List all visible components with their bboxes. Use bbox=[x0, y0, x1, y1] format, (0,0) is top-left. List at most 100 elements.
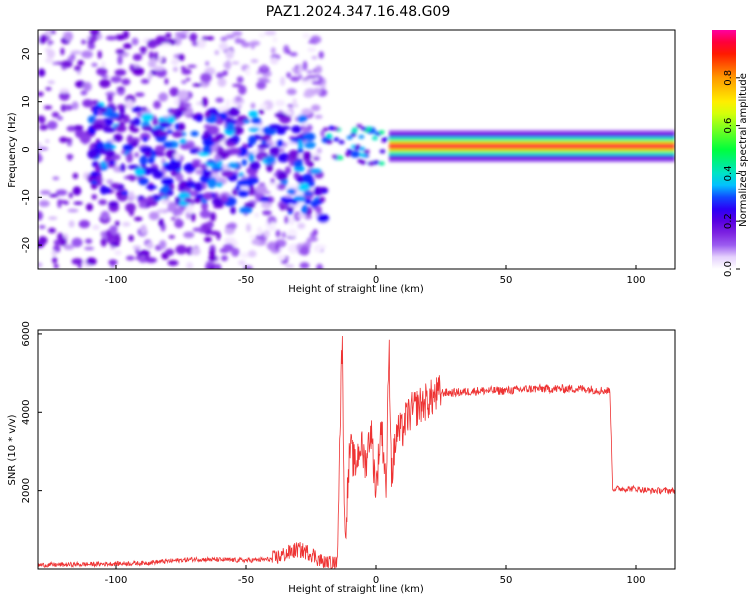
spectrogram-cell bbox=[306, 75, 318, 79]
spectrogram-cell bbox=[163, 162, 177, 172]
spectrogram-cell bbox=[52, 61, 57, 65]
spectrogram-cell bbox=[306, 70, 314, 74]
spectrogram-cell bbox=[354, 144, 361, 149]
spectrogram-cell bbox=[168, 235, 175, 239]
spectrogram-cell bbox=[63, 104, 74, 111]
spectrogram-cell bbox=[371, 136, 378, 141]
spectrogram-cell bbox=[206, 125, 220, 136]
spectrogram-cell bbox=[285, 206, 295, 211]
spectrogram-cell bbox=[145, 257, 158, 264]
spectrogram-cell bbox=[67, 208, 79, 213]
spectrogram-cell bbox=[302, 173, 314, 184]
spectrogram-cell bbox=[166, 190, 174, 196]
spectrogram-cell bbox=[206, 36, 215, 41]
spectrogram-cell bbox=[66, 140, 73, 147]
spectrogram-cell bbox=[247, 250, 257, 258]
spectrogram-cell bbox=[309, 168, 322, 174]
spectrogram-cell bbox=[288, 216, 295, 226]
spectrogram-cell bbox=[250, 102, 256, 109]
spectrogram-cell bbox=[92, 224, 100, 230]
spectrogram-cell bbox=[225, 118, 237, 126]
spectrogram-cell bbox=[178, 122, 186, 132]
spectrogram-cell bbox=[72, 186, 82, 196]
spectrogram-cell bbox=[223, 61, 232, 69]
spectrogram-cell bbox=[103, 126, 116, 133]
spectrogram-cell bbox=[153, 100, 162, 109]
x-tick-label: 100 bbox=[626, 575, 645, 586]
spectrogram-cell bbox=[360, 153, 367, 158]
y-tick-label: 2000 bbox=[21, 478, 32, 503]
spectrogram-cell bbox=[238, 172, 245, 178]
x-tick-label: 0 bbox=[373, 275, 379, 286]
spectrogram-cell bbox=[259, 196, 271, 203]
spectrogram-cell bbox=[161, 177, 174, 186]
spectrogram-cell bbox=[360, 126, 367, 131]
spectrogram-cell bbox=[293, 195, 306, 203]
spectrogram-cell bbox=[92, 122, 105, 131]
spectrogram-cell bbox=[237, 104, 242, 109]
spectrogram-cell bbox=[248, 135, 257, 145]
spectrogram-cell bbox=[360, 160, 367, 165]
spectrogram-cell bbox=[346, 135, 353, 140]
spectrogram-cell bbox=[236, 76, 244, 84]
snr-y-ticks: 2000 4000 6000 bbox=[21, 321, 42, 503]
spectrogram-cell bbox=[293, 160, 303, 168]
spectrogram-cell bbox=[234, 37, 242, 44]
spectrogram-cell bbox=[44, 48, 51, 52]
spectrogram-y-label: Frequency (Hz) bbox=[7, 112, 18, 188]
spectrogram-cell bbox=[221, 169, 234, 178]
spectrogram-cell bbox=[378, 130, 385, 135]
spectrogram-cell bbox=[105, 35, 118, 41]
spectrogram-cell bbox=[110, 75, 122, 83]
spectrogram-cell bbox=[250, 59, 259, 64]
spectrogram-cell bbox=[337, 155, 344, 160]
spectrogram-cell bbox=[186, 262, 194, 269]
x-tick-label: -100 bbox=[105, 575, 128, 586]
spectrogram-cell bbox=[70, 50, 82, 55]
spectrogram-cell bbox=[185, 180, 194, 187]
spectrogram-cell bbox=[99, 161, 108, 169]
spectrogram-cell bbox=[302, 60, 308, 71]
spectrogram-cell bbox=[59, 237, 67, 247]
x-tick-label: 50 bbox=[500, 575, 513, 586]
spectrogram-cell bbox=[185, 77, 191, 82]
spectrogram-cell bbox=[184, 197, 192, 203]
spectrogram-cell bbox=[158, 121, 171, 126]
spectrogram-cell bbox=[281, 231, 287, 239]
spectrogram-cell bbox=[105, 149, 115, 159]
spectrogram-cell bbox=[78, 219, 90, 229]
spectrogram-cell bbox=[99, 185, 108, 195]
spectrogram-cell bbox=[92, 106, 99, 117]
spectrogram-cell bbox=[165, 248, 175, 256]
spectrogram-cell bbox=[218, 42, 229, 51]
spectrogram-cell bbox=[140, 224, 147, 235]
spectrogram-cell bbox=[356, 124, 363, 129]
spectrogram-cell bbox=[269, 146, 280, 156]
spectrogram-cell bbox=[183, 231, 195, 239]
spectrogram-cell bbox=[350, 132, 357, 137]
spectrogram-cell bbox=[217, 160, 223, 169]
spectrogram-cell bbox=[312, 156, 320, 161]
spectrogram-cell bbox=[187, 177, 193, 182]
spectrogram-cell bbox=[52, 176, 60, 181]
spectrogram-cell bbox=[272, 36, 278, 43]
spectrogram-cell bbox=[87, 149, 98, 160]
spectrogram-cell bbox=[45, 139, 50, 144]
spectrogram-cell bbox=[265, 155, 276, 165]
spectrogram-cell bbox=[142, 106, 148, 112]
spectrogram-cell bbox=[148, 51, 154, 60]
spectrogram-cell bbox=[322, 127, 329, 132]
spectrogram-cell bbox=[203, 81, 210, 86]
spectrogram-cell bbox=[40, 190, 51, 195]
spectrogram-cell bbox=[100, 237, 107, 247]
spectrogram-cell bbox=[217, 77, 227, 87]
spectrogram-cell bbox=[113, 133, 123, 142]
spectrogram-cell bbox=[154, 145, 166, 153]
spectrogram-cell bbox=[313, 244, 323, 253]
spectrogram-cell bbox=[257, 147, 266, 152]
y-tick-label: 10 bbox=[21, 95, 32, 108]
spectrogram-cell bbox=[326, 139, 333, 144]
spectrogram-cell bbox=[261, 64, 268, 71]
spectrogram-cell bbox=[241, 41, 251, 48]
